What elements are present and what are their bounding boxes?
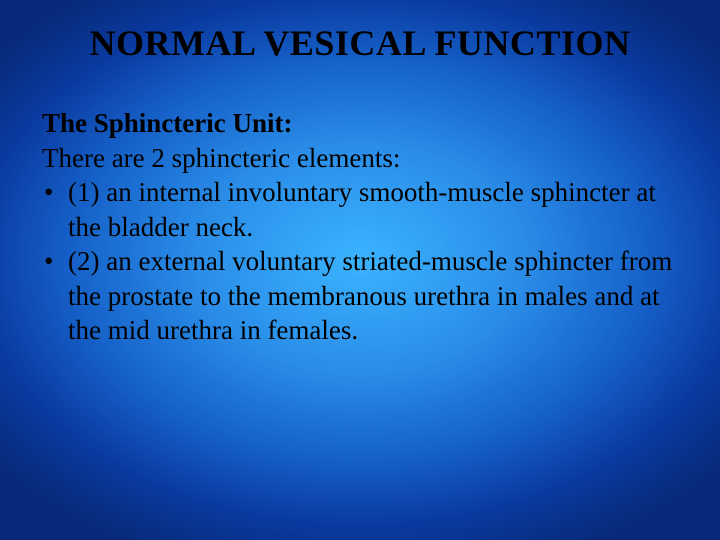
list-item: (2) an external voluntary striated-muscl… [42,244,682,348]
bullet-list: (1) an internal involuntary smooth-muscl… [42,175,682,348]
list-item: (1) an internal involuntary smooth-muscl… [42,175,682,244]
lead-text: There are 2 sphincteric elements: [42,141,682,176]
subheading: The Sphincteric Unit: [42,106,682,141]
slide: NORMAL VESICAL FUNCTION The Sphincteric … [0,0,720,540]
slide-title: NORMAL VESICAL FUNCTION [38,22,682,64]
slide-body: The Sphincteric Unit: There are 2 sphinc… [38,106,682,348]
